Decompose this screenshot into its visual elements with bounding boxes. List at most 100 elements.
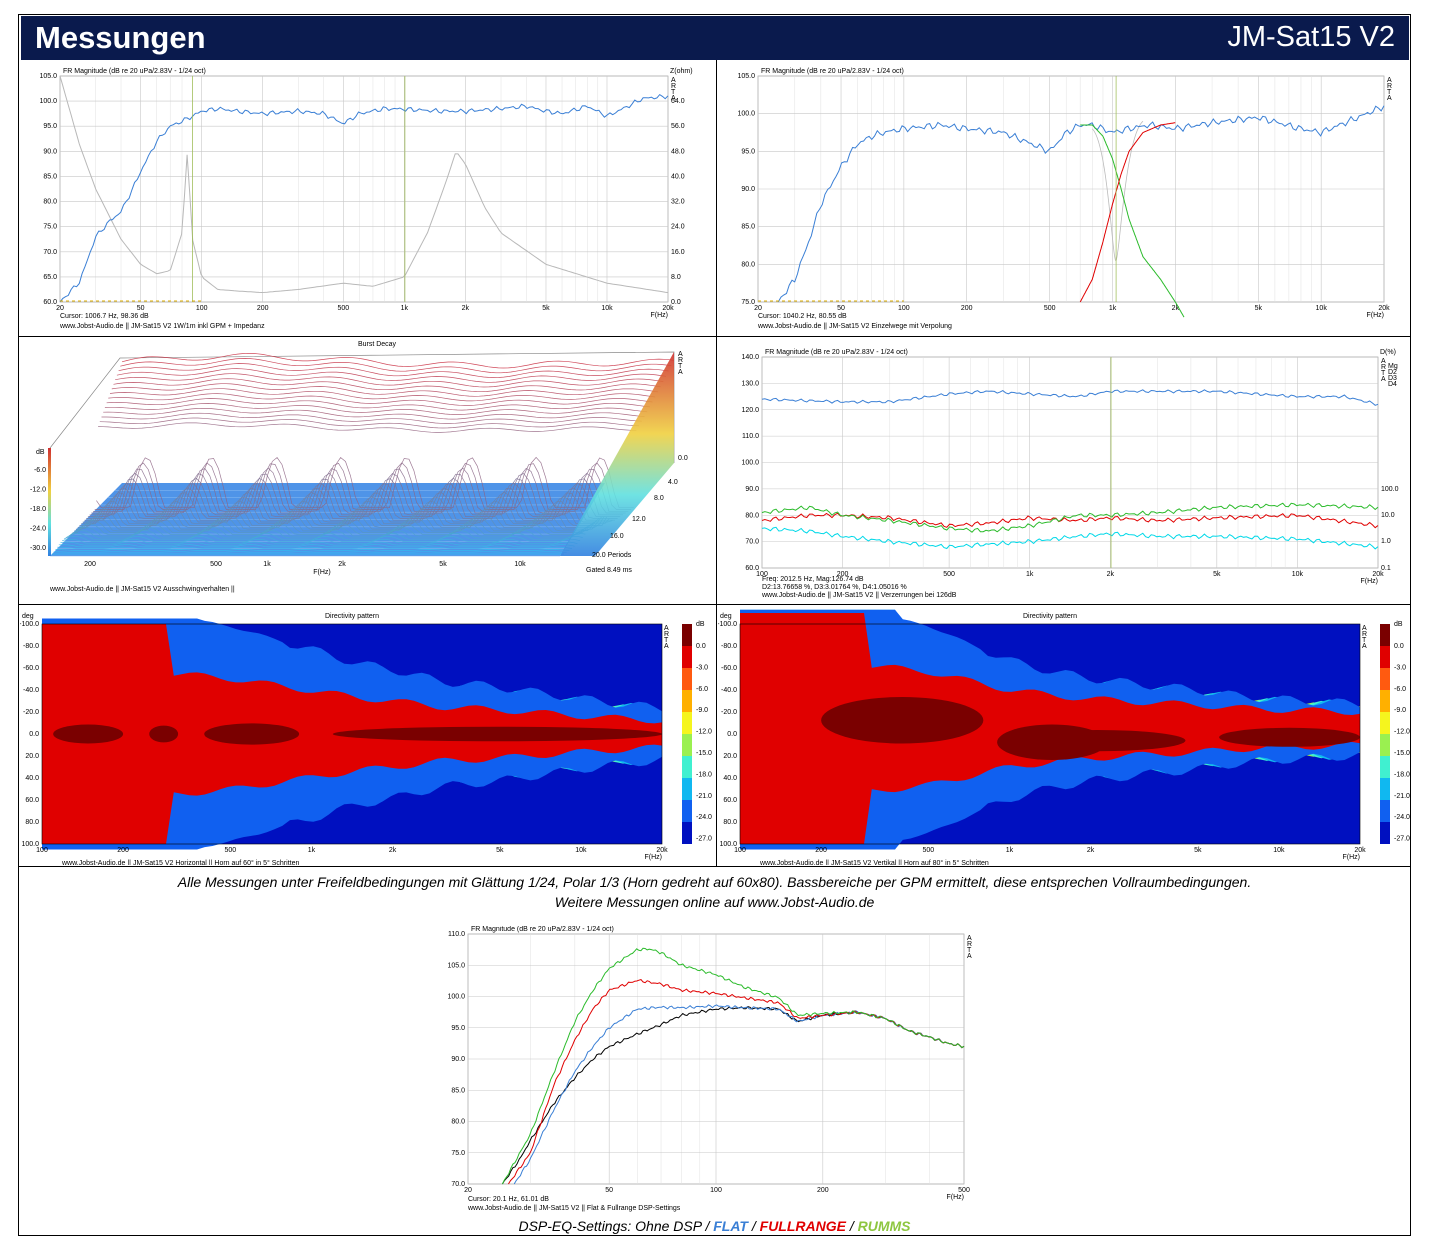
woofer-curve	[1080, 124, 1185, 318]
arta-logo: A	[664, 625, 669, 632]
x-tick-label: 100	[734, 847, 746, 854]
fr-single-ways-chart: 105.0 100.0 95.0 90.0 85.0 80.0 75.0 20 50 100 200…	[718, 62, 1410, 335]
decay-slice	[60, 541, 578, 546]
scale-swatch	[682, 690, 692, 712]
scale-label: -18.0	[696, 771, 712, 778]
legend-entry: D4	[1388, 381, 1397, 388]
arta-logo: R	[1381, 364, 1386, 371]
right-axis-label: D(%)	[1380, 349, 1396, 356]
z-tick-label: -30.0	[30, 545, 46, 552]
header-banner: Messungen JM-Sat15 V2	[21, 16, 1409, 60]
y-tick-label: 90.0	[741, 186, 755, 193]
arta-logo: R	[1387, 83, 1392, 90]
dsp-caption: DSP-EQ-Settings: Ohne DSP / FLAT / FULLR…	[18, 1218, 1411, 1234]
decay-edge	[560, 352, 674, 556]
scale-swatch	[682, 646, 692, 668]
y-tick-label: 60.0	[745, 565, 759, 572]
x-tick-label: 1k	[1026, 571, 1034, 578]
right-tick-label: 56.0	[671, 123, 685, 130]
panel-divider-vertical	[716, 60, 717, 866]
decay-slice	[98, 422, 637, 433]
panel-divider	[18, 866, 1411, 867]
contour-peak	[1009, 730, 1186, 752]
scale-swatch	[682, 624, 692, 646]
x-tick-label: 10k	[1316, 305, 1328, 312]
z-tick-label: -24.0	[30, 526, 46, 533]
x-tick-label: 5k	[1213, 571, 1221, 578]
scale-label: -15.0	[1394, 750, 1410, 757]
x-tick-label: 100	[36, 847, 48, 854]
scale-label: -21.0	[1394, 793, 1410, 800]
x-tick-label: 20	[56, 305, 64, 312]
arta-logo: R	[967, 941, 972, 948]
scale-label: -9.0	[696, 707, 708, 714]
decay-slice	[118, 363, 669, 378]
decay-slice	[103, 407, 645, 420]
scale-unit: dB	[696, 621, 705, 628]
scale-swatch	[1380, 646, 1390, 668]
arta-logo: T	[1387, 89, 1392, 96]
y-tick-label: 60.0	[723, 797, 737, 804]
y-tick-label: -40.0	[721, 687, 737, 694]
scale-label: -21.0	[696, 793, 712, 800]
right-tick-label: 100.0	[1381, 486, 1399, 493]
x-tick-label: 20	[464, 1187, 472, 1194]
y-tick-label: 80.0	[451, 1119, 465, 1126]
arta-logo: A	[671, 77, 676, 84]
page-frame	[18, 14, 1411, 1236]
y-tick-label: 100.0	[21, 841, 39, 848]
panel-divider	[18, 604, 1411, 605]
distortion-chart: 140.0 130.0 120.0 110.0 100.0 90.0 80.0 70.0 60.…	[718, 338, 1410, 603]
dist-svg: 140.0 130.0 120.0 110.0 100.0 90.0 80.0 70.0 60.…	[741, 349, 1399, 599]
y-tick-label: 75.0	[43, 224, 57, 231]
cursor-readout: Freq: 2012.5 Hz, Mag:126.74 dB	[762, 576, 864, 583]
x-tick-label: 5k	[542, 305, 550, 312]
chart-footer: www.Jobst-Audio.de || JM-Sat15 V2 Einzel…	[757, 323, 952, 330]
chart-footer: www.Jobst-Audio.de || JM-Sat15 V2 Horizo…	[61, 859, 299, 865]
y-tick-label: 110.0	[448, 931, 465, 938]
y-tick-label: -60.0	[721, 665, 737, 672]
x-tick-label: 200	[257, 305, 269, 312]
scale-swatch	[1380, 822, 1390, 844]
x-tick-label: 20k	[1354, 847, 1366, 854]
decay-slice	[55, 549, 570, 551]
y-tick-label: 90.0	[451, 1056, 465, 1063]
y-tick-label: 40.0	[25, 775, 39, 782]
cursor-readout: Cursor: 20.1 Hz, 61.01 dB	[468, 1196, 549, 1203]
burst-decay-chart: Burst Decay dB -6.0 -12.0 -18.0 -24.0 -30.0 0.0…	[20, 338, 715, 603]
y-tick-label: 90.0	[43, 148, 57, 155]
scale-swatch	[682, 822, 692, 844]
x-tick-label: 500	[1044, 305, 1056, 312]
y-tick-label: 60.0	[25, 797, 39, 804]
y-tick-label: 70.0	[745, 539, 759, 546]
decay-slice	[99, 417, 640, 429]
scale-swatch	[1380, 778, 1390, 800]
y-tick-label: 80.0	[43, 199, 57, 206]
x-tick-label: 200	[84, 561, 96, 568]
contour-peak	[1219, 727, 1360, 747]
arta-logo: T	[967, 947, 972, 954]
y-tick-label: 95.0	[741, 148, 755, 155]
scale-label: -3.0	[696, 664, 708, 671]
x-tick-label: 500	[224, 847, 236, 854]
right-axis-label: Z(ohm)	[670, 68, 693, 75]
dsp-svg: 110.0105.0100.095.090.085.080.075.070.02…	[447, 926, 972, 1212]
burst-svg: Burst Decay dB -6.0 -12.0 -18.0 -24.0 -30.0 0.0…	[30, 341, 688, 593]
y-tick-label: 110.0	[742, 433, 759, 440]
scale-label: -6.0	[1394, 686, 1406, 693]
scale-label: -12.0	[696, 729, 712, 736]
contour-peak	[204, 723, 300, 745]
right-tick-label: 0.1	[1381, 565, 1391, 572]
periods-label: 0.0	[678, 455, 688, 462]
x-tick-label: 2k	[338, 561, 346, 568]
x-axis-unit: F(Hz)	[1343, 854, 1361, 861]
fr-curve	[59, 93, 669, 303]
decay-slice	[58, 544, 575, 548]
y-tick-label: 85.0	[741, 224, 755, 231]
x-tick-label: 200	[817, 1187, 829, 1194]
fr-curve	[777, 105, 1385, 303]
directivity-vertical-chart: Directivity pattern deg -100.0 -80.0 -60.0 -4…	[718, 606, 1410, 865]
scale-swatch	[1380, 800, 1390, 822]
x-tick-label: 100	[196, 305, 208, 312]
y-tick-label: -20.0	[721, 709, 737, 716]
